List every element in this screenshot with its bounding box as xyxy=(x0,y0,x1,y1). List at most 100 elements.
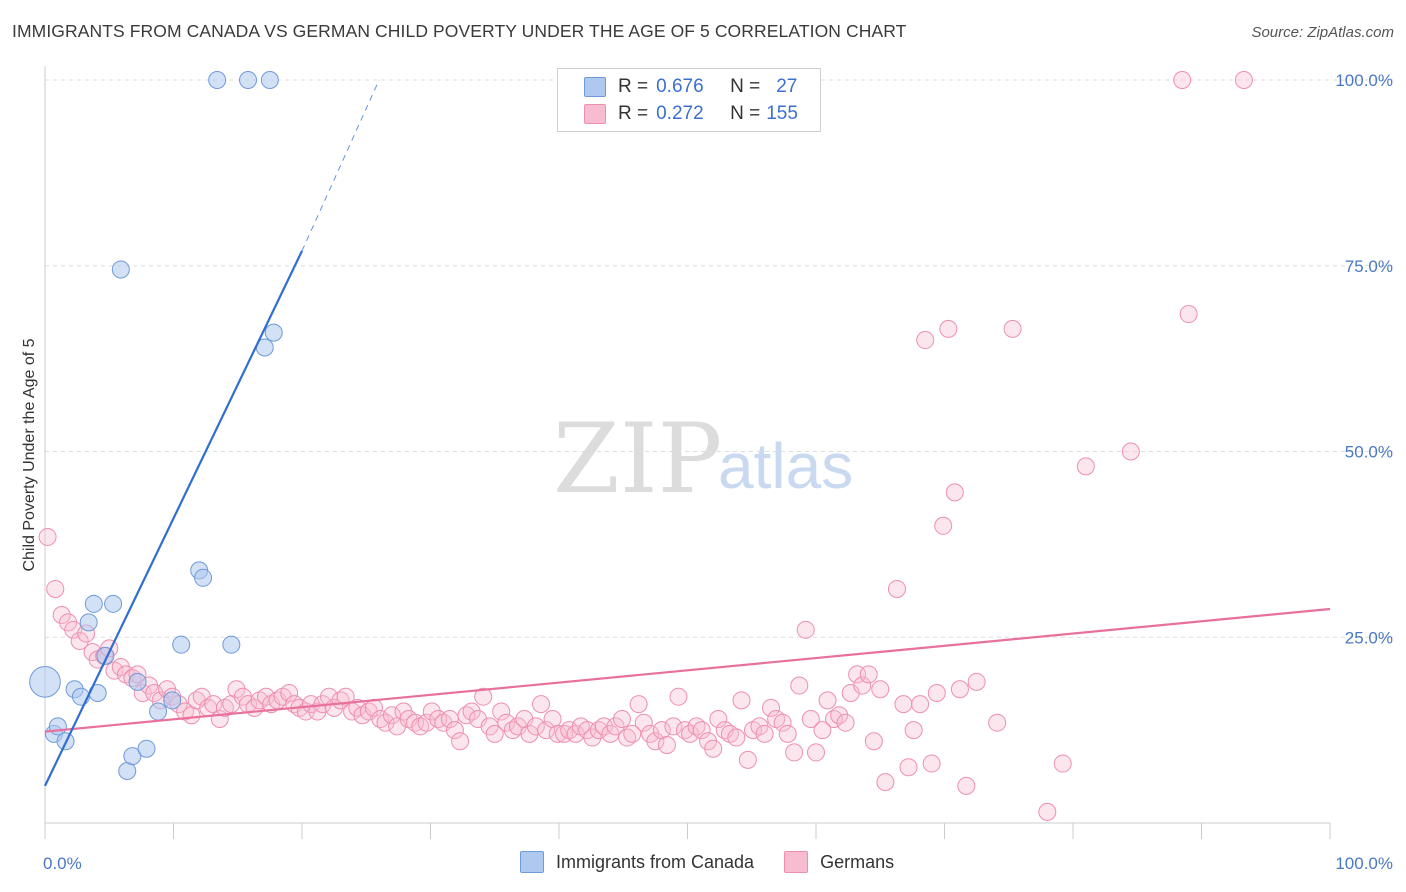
germans-point xyxy=(836,713,855,732)
germans-point xyxy=(807,743,825,762)
germans-point xyxy=(967,672,986,691)
canada-point xyxy=(194,568,213,587)
x-tick-label: 100.0% xyxy=(1335,854,1393,873)
germans-point xyxy=(1173,71,1192,89)
germans-point xyxy=(537,721,556,740)
germans-swatch xyxy=(584,104,606,124)
germans-point xyxy=(280,683,299,702)
chart-source: Source: ZipAtlas.com xyxy=(1251,24,1394,41)
germans-point xyxy=(922,754,941,773)
legend-n-label: N = xyxy=(730,103,761,124)
legend-r-label: R = xyxy=(618,103,649,124)
canada-point xyxy=(149,702,168,721)
germans-point xyxy=(876,773,895,792)
germans-point xyxy=(894,695,913,714)
trend-layer xyxy=(44,79,1331,787)
canada-point xyxy=(29,666,61,698)
germans-point xyxy=(778,724,797,743)
germans-point xyxy=(1053,754,1072,773)
germans-point xyxy=(1179,305,1198,324)
germans-point xyxy=(70,631,89,650)
canada-point xyxy=(123,747,142,766)
germans-trend-line xyxy=(44,607,1331,733)
legend-r-value: 0.272 xyxy=(656,103,704,124)
legend-n-value: 155 xyxy=(766,103,798,124)
germans-point xyxy=(755,724,774,743)
y-tick-label: 100.0% xyxy=(1335,71,1393,90)
germans-point xyxy=(583,728,602,747)
germans-point xyxy=(382,706,401,725)
germans-point xyxy=(950,680,969,699)
germans-point xyxy=(773,713,792,732)
germans-point xyxy=(916,331,935,350)
canada-point xyxy=(79,613,98,632)
germans-point xyxy=(859,665,878,684)
germans-point xyxy=(957,776,976,795)
canada-trend-extension xyxy=(301,79,380,252)
germans-point xyxy=(801,709,820,728)
germans-point xyxy=(38,527,57,546)
legend-r-label: R = xyxy=(618,76,649,97)
canada-legend-swatch xyxy=(520,851,544,873)
germans-point xyxy=(681,724,700,743)
grid-layer xyxy=(45,79,1395,638)
germans-point xyxy=(939,319,958,338)
germans-point xyxy=(606,717,625,736)
germans-point xyxy=(927,683,946,702)
germans-point xyxy=(657,735,676,754)
canada-point xyxy=(137,739,156,758)
germans-point xyxy=(887,579,906,598)
germans-point xyxy=(738,750,757,769)
germans-point xyxy=(904,721,923,740)
legend-n-label: N = xyxy=(730,76,761,97)
canada-point xyxy=(104,594,123,613)
germans-point xyxy=(46,579,65,598)
germans-point xyxy=(762,698,781,717)
points-layer xyxy=(29,71,1253,821)
x-tick-label: 0.0% xyxy=(43,854,82,873)
y-tick-label: 25.0% xyxy=(1345,628,1393,647)
germans-point xyxy=(692,721,711,740)
germans-point xyxy=(732,691,751,710)
germans-point xyxy=(445,721,464,740)
germans-point xyxy=(440,709,459,728)
germans-point xyxy=(830,706,849,725)
legend-row-germans: R = 0.272 N = 155 xyxy=(558,101,798,127)
correlation-legend: R = 0.676 N = 27 R = 0.272 N = 155 xyxy=(557,68,821,132)
canada-legend-label: Immigrants from Canada xyxy=(556,851,755,872)
germans-point xyxy=(548,724,567,743)
germans-point xyxy=(796,620,815,639)
germans-point xyxy=(790,676,809,695)
germans-point xyxy=(1234,71,1253,89)
germans-legend-swatch xyxy=(784,851,809,873)
canada-point xyxy=(163,691,182,710)
germans-point xyxy=(899,758,918,777)
y-axis-title: Child Poverty Under the Age of 5 xyxy=(21,338,38,571)
germans-point xyxy=(1003,319,1022,338)
germans-point xyxy=(1038,802,1057,821)
germans-point xyxy=(785,743,804,762)
canada-point xyxy=(48,717,67,736)
germans-point xyxy=(669,687,688,706)
watermark-atlas: atlas xyxy=(718,430,853,502)
germans-point xyxy=(813,721,832,740)
germans-point xyxy=(704,739,723,758)
germans-point xyxy=(462,702,481,721)
germans-point xyxy=(492,702,511,721)
series-legend: Immigrants from Canada Germans xyxy=(520,851,894,873)
germans-point xyxy=(864,732,883,751)
canada-swatch xyxy=(584,77,606,97)
canada-point xyxy=(222,635,241,654)
germans-point xyxy=(818,691,837,710)
germans-point xyxy=(623,724,642,743)
canada-point xyxy=(208,71,227,89)
y-tick-label: 75.0% xyxy=(1345,257,1393,276)
germans-point xyxy=(526,717,545,736)
germans-point xyxy=(520,724,539,743)
germans-point xyxy=(853,676,872,695)
germans-point xyxy=(52,605,71,624)
germans-point xyxy=(227,680,246,699)
canada-point xyxy=(111,260,130,279)
germans-point xyxy=(485,724,504,743)
